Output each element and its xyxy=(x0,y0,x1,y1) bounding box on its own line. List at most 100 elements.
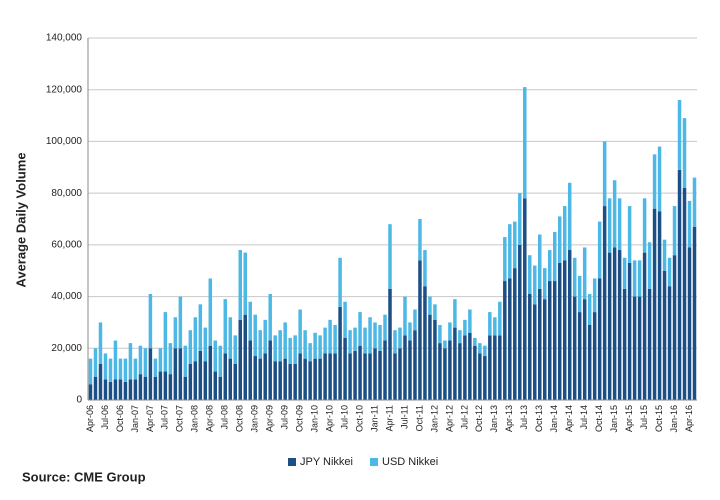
bar-segment xyxy=(533,265,537,305)
bar-segment xyxy=(503,237,507,282)
bar-segment xyxy=(498,301,502,336)
x-tick-label: Oct-12 xyxy=(474,405,484,432)
bar-segment xyxy=(483,345,487,357)
x-tick-label: Oct-06 xyxy=(115,405,125,432)
bar-segment xyxy=(592,312,597,400)
bar-segment xyxy=(363,353,367,400)
bar-segment xyxy=(173,317,178,349)
bar-segment xyxy=(592,278,597,313)
bar-segment xyxy=(587,325,592,400)
bar-segment xyxy=(268,293,272,341)
bar-segment xyxy=(93,376,98,400)
bar-segment xyxy=(503,281,507,400)
bar-segment xyxy=(263,319,267,354)
x-tick-label: Jan-12 xyxy=(429,405,439,433)
bar-segment xyxy=(148,348,153,400)
bar-segment xyxy=(283,322,287,359)
bar-segment xyxy=(423,250,427,287)
bar-segment xyxy=(283,358,287,400)
bar-segment xyxy=(587,293,592,326)
bar-segment xyxy=(493,335,497,400)
bar-segment xyxy=(253,314,257,357)
bar-segment xyxy=(88,384,93,400)
x-tick-label: Jul-06 xyxy=(100,405,110,430)
x-tick-label: Apr-16 xyxy=(684,405,694,432)
bar-segment xyxy=(228,358,233,400)
bar-segment xyxy=(193,361,198,400)
bar-segment xyxy=(677,100,682,170)
bar-segment xyxy=(178,348,183,400)
bar-segment xyxy=(213,340,218,372)
y-tick-label: 120,000 xyxy=(46,84,83,95)
bar-segment xyxy=(343,337,347,400)
bar-segment xyxy=(453,327,457,400)
x-tick-label: Oct-10 xyxy=(354,405,364,432)
bar-segment xyxy=(403,335,407,400)
bar-segment xyxy=(582,247,587,300)
x-tick-label: Jan-13 xyxy=(489,405,499,433)
bar-segment xyxy=(468,309,472,333)
bar-segment xyxy=(518,244,522,400)
x-tick-label: Apr-06 xyxy=(85,405,95,432)
bar-segment xyxy=(133,379,138,400)
bar-segment xyxy=(123,381,128,400)
bar-segment xyxy=(183,376,188,400)
x-tick-label: Apr-14 xyxy=(564,405,574,432)
bar-segment xyxy=(148,293,153,349)
bar-segment xyxy=(388,224,392,289)
bar-segment xyxy=(423,286,427,400)
x-tick-label: Oct-08 xyxy=(235,405,245,432)
x-tick-label: Oct-13 xyxy=(534,405,544,432)
y-tick-label: 40,000 xyxy=(51,291,82,302)
bar-segment xyxy=(218,376,223,400)
bar-segment xyxy=(153,358,158,377)
bar-segment xyxy=(657,211,662,400)
bar-segment xyxy=(632,260,637,297)
bar-segment xyxy=(238,250,242,320)
bar-segment xyxy=(203,361,208,400)
y-tick-label: 0 xyxy=(76,395,82,406)
bar-segment xyxy=(602,206,607,400)
bar-segment xyxy=(138,345,143,375)
bar-segment xyxy=(547,281,552,400)
bar-segment xyxy=(328,353,332,400)
bar-segment xyxy=(458,330,462,344)
bar-segment xyxy=(687,247,692,400)
bar-segment xyxy=(323,327,327,354)
bar-segment xyxy=(378,350,382,400)
bar-segment xyxy=(93,348,98,377)
x-tick-label: Apr-09 xyxy=(265,405,275,432)
bar-segment xyxy=(233,363,238,400)
x-tick-label: Apr-13 xyxy=(504,405,514,432)
legend-swatch xyxy=(370,458,378,466)
bar-segment xyxy=(478,353,482,400)
x-tick-label: Apr-10 xyxy=(324,405,334,432)
bar-segment xyxy=(358,345,362,400)
x-tick-label: Apr-12 xyxy=(444,405,454,432)
bar-segment xyxy=(253,356,257,400)
bar-segment xyxy=(622,288,627,400)
bar-segment xyxy=(333,353,337,400)
bar-segment xyxy=(303,358,307,400)
y-axis-label: Average Daily Volume xyxy=(13,152,28,287)
bar-segment xyxy=(358,312,362,346)
bar-segment xyxy=(103,353,108,380)
x-tick-label: Jul-10 xyxy=(339,405,349,430)
bar-segment xyxy=(408,340,412,400)
bar-segment xyxy=(627,262,632,400)
x-tick-label: Jan-08 xyxy=(190,405,200,433)
bar-segment xyxy=(448,340,452,400)
bar-segment xyxy=(318,335,322,359)
bar-segment xyxy=(128,379,133,400)
x-tick-label: Jan-07 xyxy=(130,405,140,433)
bar-segment xyxy=(617,198,622,251)
bar-segment xyxy=(208,278,213,346)
x-tick-label: Jan-16 xyxy=(669,405,679,433)
x-tick-label: Oct-14 xyxy=(594,405,604,432)
bar-segment xyxy=(393,353,397,400)
bar-segment xyxy=(308,361,312,400)
bar-segment xyxy=(433,304,437,320)
bar-segment xyxy=(273,335,277,362)
bar-segment xyxy=(572,257,577,297)
bar-segment xyxy=(178,296,183,349)
